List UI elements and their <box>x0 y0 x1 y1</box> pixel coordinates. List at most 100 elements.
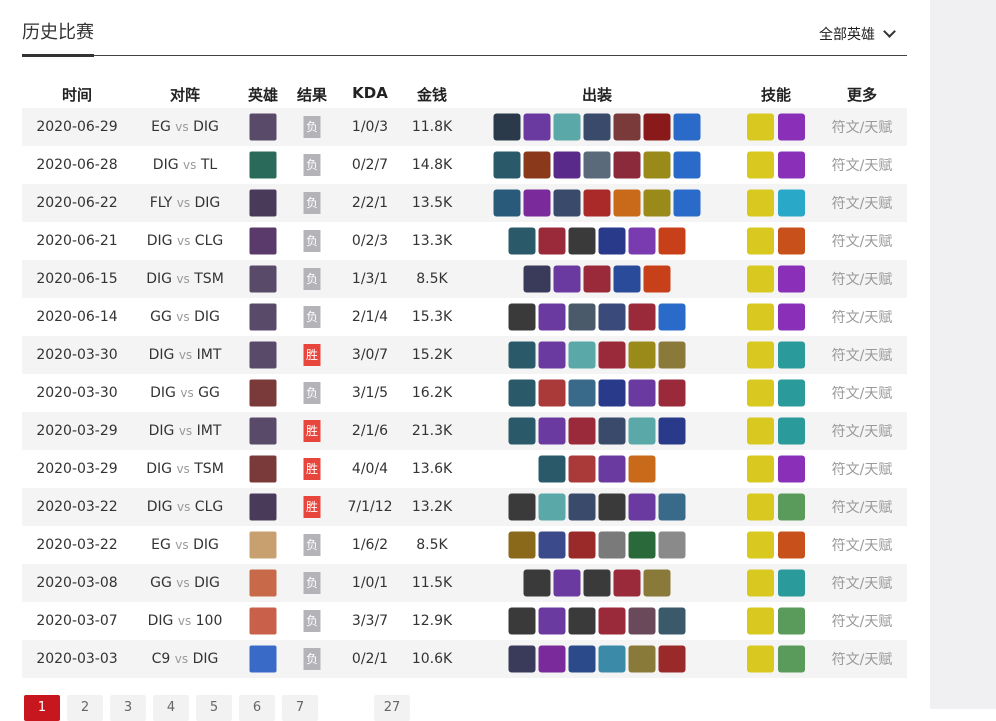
item-icon[interactable] <box>553 151 581 179</box>
item-icon[interactable] <box>553 189 581 217</box>
hero-avatar[interactable] <box>249 265 277 293</box>
item-icon[interactable] <box>598 227 626 255</box>
item-icon[interactable] <box>628 531 656 559</box>
item-icon[interactable] <box>538 417 566 445</box>
item-icon[interactable] <box>568 531 596 559</box>
summoner-spell-icon[interactable] <box>747 341 774 369</box>
item-icon[interactable] <box>598 607 626 635</box>
item-icon[interactable] <box>568 493 596 521</box>
item-icon[interactable] <box>598 645 626 673</box>
item-icon[interactable] <box>568 607 596 635</box>
summoner-spell-icon[interactable] <box>747 227 774 255</box>
runes-talents-link[interactable]: 符文/天赋 <box>831 272 893 288</box>
item-icon[interactable] <box>658 493 686 521</box>
summoner-spell-icon[interactable] <box>778 569 805 597</box>
hero-avatar[interactable] <box>249 379 277 407</box>
summoner-spell-icon[interactable] <box>778 531 805 559</box>
item-icon[interactable] <box>583 189 611 217</box>
summoner-spell-icon[interactable] <box>747 151 774 179</box>
item-icon[interactable] <box>643 265 671 293</box>
page-button-2[interactable]: 2 <box>67 695 103 721</box>
item-icon[interactable] <box>538 303 566 331</box>
runes-talents-link[interactable]: 符文/天赋 <box>831 576 893 592</box>
item-icon[interactable] <box>508 645 536 673</box>
item-icon[interactable] <box>583 569 611 597</box>
item-icon[interactable] <box>523 113 551 141</box>
summoner-spell-icon[interactable] <box>778 113 805 141</box>
item-icon[interactable] <box>538 455 566 483</box>
item-icon[interactable] <box>613 113 641 141</box>
summoner-spell-icon[interactable] <box>778 265 805 293</box>
summoner-spell-icon[interactable] <box>747 493 774 521</box>
item-icon[interactable] <box>508 379 536 407</box>
item-icon[interactable] <box>658 303 686 331</box>
page-button-6[interactable]: 6 <box>239 695 275 721</box>
item-icon[interactable] <box>523 189 551 217</box>
summoner-spell-icon[interactable] <box>778 303 805 331</box>
hero-avatar[interactable] <box>249 569 277 597</box>
item-icon[interactable] <box>523 151 551 179</box>
item-icon[interactable] <box>508 531 536 559</box>
item-icon[interactable] <box>598 531 626 559</box>
item-icon[interactable] <box>673 189 701 217</box>
hero-avatar[interactable] <box>249 227 277 255</box>
hero-avatar[interactable] <box>249 303 277 331</box>
item-icon[interactable] <box>568 455 596 483</box>
item-icon[interactable] <box>538 379 566 407</box>
item-icon[interactable] <box>508 493 536 521</box>
item-icon[interactable] <box>673 113 701 141</box>
summoner-spell-icon[interactable] <box>747 417 774 445</box>
runes-talents-link[interactable]: 符文/天赋 <box>831 614 893 630</box>
item-icon[interactable] <box>658 607 686 635</box>
item-icon[interactable] <box>643 189 671 217</box>
item-icon[interactable] <box>658 341 686 369</box>
item-icon[interactable] <box>628 417 656 445</box>
summoner-spell-icon[interactable] <box>747 189 774 217</box>
item-icon[interactable] <box>628 645 656 673</box>
item-icon[interactable] <box>568 303 596 331</box>
summoner-spell-icon[interactable] <box>747 645 774 673</box>
summoner-spell-icon[interactable] <box>747 531 774 559</box>
item-icon[interactable] <box>583 113 611 141</box>
page-button-7[interactable]: 7 <box>282 695 318 721</box>
runes-talents-link[interactable]: 符文/天赋 <box>831 538 893 554</box>
item-icon[interactable] <box>553 569 581 597</box>
item-icon[interactable] <box>658 531 686 559</box>
hero-avatar[interactable] <box>249 531 277 559</box>
item-icon[interactable] <box>658 379 686 407</box>
item-icon[interactable] <box>538 531 566 559</box>
item-icon[interactable] <box>538 341 566 369</box>
item-icon[interactable] <box>658 417 686 445</box>
item-icon[interactable] <box>598 379 626 407</box>
item-icon[interactable] <box>643 113 671 141</box>
item-icon[interactable] <box>628 379 656 407</box>
item-icon[interactable] <box>598 493 626 521</box>
item-icon[interactable] <box>508 341 536 369</box>
item-icon[interactable] <box>658 227 686 255</box>
item-icon[interactable] <box>538 227 566 255</box>
hero-avatar[interactable] <box>249 493 277 521</box>
runes-talents-link[interactable]: 符文/天赋 <box>831 234 893 250</box>
item-icon[interactable] <box>568 417 596 445</box>
item-icon[interactable] <box>493 113 521 141</box>
summoner-spell-icon[interactable] <box>747 265 774 293</box>
item-icon[interactable] <box>598 455 626 483</box>
item-icon[interactable] <box>628 303 656 331</box>
item-icon[interactable] <box>508 303 536 331</box>
item-icon[interactable] <box>598 341 626 369</box>
item-icon[interactable] <box>508 417 536 445</box>
hero-avatar[interactable] <box>249 113 277 141</box>
item-icon[interactable] <box>628 455 656 483</box>
item-icon[interactable] <box>523 265 551 293</box>
page-button-5[interactable]: 5 <box>196 695 232 721</box>
hero-avatar[interactable] <box>249 455 277 483</box>
page-button-3[interactable]: 3 <box>110 695 146 721</box>
item-icon[interactable] <box>628 493 656 521</box>
summoner-spell-icon[interactable] <box>747 607 774 635</box>
item-icon[interactable] <box>628 607 656 635</box>
item-icon[interactable] <box>583 151 611 179</box>
item-icon[interactable] <box>508 607 536 635</box>
summoner-spell-icon[interactable] <box>778 227 805 255</box>
summoner-spell-icon[interactable] <box>747 379 774 407</box>
summoner-spell-icon[interactable] <box>778 455 805 483</box>
